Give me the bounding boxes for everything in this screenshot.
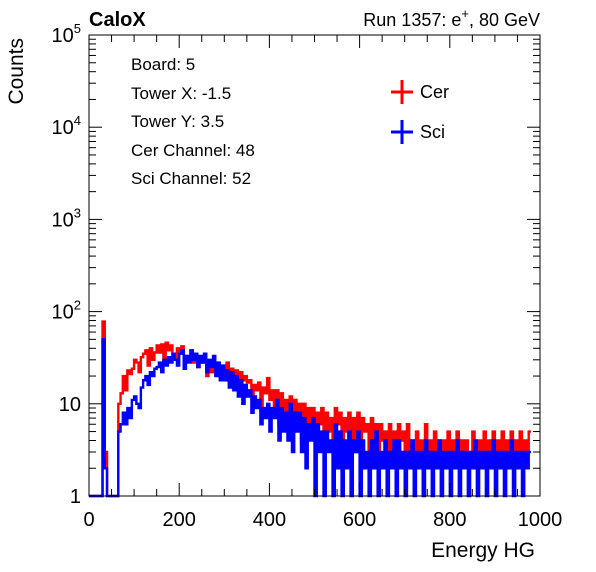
legend-label-cer: Cer xyxy=(420,82,449,102)
legend-entry-cer: Cer xyxy=(391,80,449,104)
y-tick-label: 103 xyxy=(52,205,81,231)
x-tick-label: 0 xyxy=(83,509,94,531)
info-cer-channel: Cer Channel: 48 xyxy=(131,141,255,160)
y-tick-label: 102 xyxy=(52,298,81,324)
y-tick-label: 105 xyxy=(52,21,81,47)
series-layer xyxy=(89,320,531,498)
y-tick-label: 104 xyxy=(52,113,81,139)
legend-entry-sci: Sci xyxy=(391,120,445,144)
x-tick-label: 1000 xyxy=(518,509,563,531)
y-tick-base: 10 xyxy=(59,394,81,416)
y-tick-base: 1 xyxy=(70,486,81,508)
x-axis-ticks: 0 200 400 600 800 1000 xyxy=(83,35,562,531)
y-tick-base: 10 xyxy=(52,302,74,324)
info-sci-channel: Sci Channel: 52 xyxy=(131,169,251,188)
y-tick-label: 10 xyxy=(59,394,81,416)
y-tick-base: 10 xyxy=(52,117,74,139)
run-info-label: Run 1357: e+, 80 GeV xyxy=(363,6,540,30)
info-box: Board: 5 Tower X: -1.5 Tower Y: 3.5 Cer … xyxy=(131,55,255,188)
brand-label: CaloX xyxy=(89,9,146,31)
legend-label-sci: Sci xyxy=(420,122,445,142)
info-board: Board: 5 xyxy=(131,55,195,74)
y-axis-title: Counts xyxy=(5,38,28,105)
x-tick-label: 200 xyxy=(163,509,196,531)
y-tick-exponent: 4 xyxy=(74,113,81,128)
x-tick-label: 800 xyxy=(433,509,466,531)
series-line-cer xyxy=(89,320,531,498)
y-tick-exponent: 3 xyxy=(74,205,81,220)
series-cer xyxy=(89,320,531,498)
y-tick-exponent: 2 xyxy=(74,298,81,313)
y-tick-exponent: 5 xyxy=(74,21,81,36)
legend: Cer Sci xyxy=(391,80,449,144)
y-tick-base: 10 xyxy=(52,209,74,231)
info-tower-x: Tower X: -1.5 xyxy=(131,84,231,103)
info-tower-y: Tower Y: 3.5 xyxy=(131,112,224,131)
y-tick-label: 1 xyxy=(70,486,81,508)
x-axis-title: Energy HG xyxy=(431,539,535,562)
x-tick-label: 600 xyxy=(343,509,376,531)
x-tick-label: 400 xyxy=(253,509,286,531)
y-tick-base: 10 xyxy=(52,25,74,47)
